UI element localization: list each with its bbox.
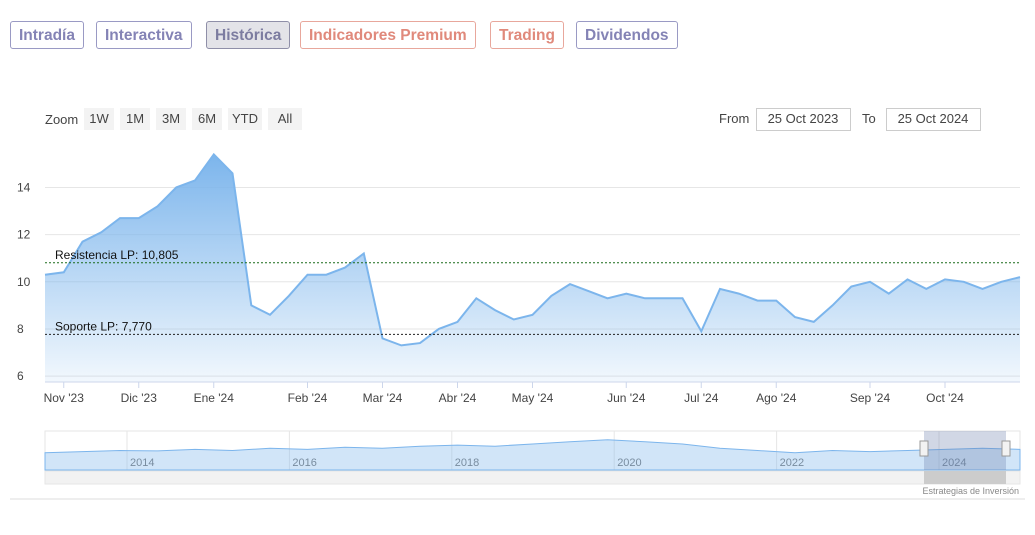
x-tick-label: Jun '24 (607, 391, 646, 405)
zoom-button-label: 1W (89, 111, 109, 126)
zoom-button[interactable] (268, 108, 302, 130)
line (44, 152, 1021, 347)
y-tick-label: 14 (17, 180, 31, 194)
navigator-year: 2022 (780, 457, 804, 469)
scrollbar-thumb[interactable] (924, 471, 1006, 484)
x-tick-label: Jul '24 (684, 391, 719, 405)
navigator-year: 2016 (292, 457, 316, 469)
tab[interactable]: Intradía (10, 21, 84, 49)
zoom-button-label: 6M (198, 111, 216, 126)
navigator-year: 2020 (617, 457, 641, 469)
x-tick-label: Sep '24 (850, 391, 891, 405)
to-input[interactable] (886, 108, 981, 131)
x-tick-label: Abr '24 (439, 391, 477, 405)
zoom-button-label: 3M (162, 111, 180, 126)
x-tick-label: Mar '24 (363, 391, 403, 405)
navigator-year: 2014 (130, 457, 154, 469)
zoom-button-label: 1M (126, 111, 144, 126)
navigator-handle[interactable] (1001, 440, 1011, 457)
zoom-label: Zoom (45, 112, 78, 127)
zoom-button[interactable] (120, 108, 150, 130)
chart: Zoom From 25 Oct 2023 To 25 Oct 2024 Est… (10, 108, 1025, 500)
x-tick-label: Oct '24 (926, 391, 964, 405)
y-tick-label: 8 (17, 322, 24, 336)
y-tick-label: 10 (17, 275, 31, 289)
tab[interactable]: Interactiva (96, 21, 192, 49)
y-tick-label: 12 (17, 228, 31, 242)
x-tick-label: May '24 (512, 391, 554, 405)
navigator-bg (44, 430, 1021, 471)
x-tick-label: Ene '24 (194, 391, 235, 405)
navigator-year: 2024 (942, 457, 966, 469)
from-input[interactable] (756, 108, 851, 131)
x-tick-label: Ago '24 (756, 391, 797, 405)
zoom-button[interactable] (192, 108, 222, 130)
tab[interactable]: Histórica (206, 21, 291, 49)
tab[interactable]: Indicadores Premium (300, 21, 476, 49)
navigator-handle[interactable] (919, 440, 929, 457)
level-label: Resistencia LP: 10,805 (55, 248, 179, 262)
navigator-selection (924, 431, 1006, 470)
x-tick-label: Feb '24 (288, 391, 328, 405)
scrollbar (44, 470, 1021, 485)
level-label: Soporte LP: 7,770 (55, 319, 152, 333)
area (45, 154, 1020, 382)
tab[interactable]: Trading (490, 21, 564, 49)
zoom-button[interactable] (84, 108, 114, 130)
to-value: 25 Oct 2024 (898, 111, 969, 126)
navigator-year: 2018 (455, 457, 479, 469)
tab[interactable]: Dividendos (576, 21, 678, 49)
navigator-area (44, 439, 1021, 471)
x-tick-label: Dic '23 (121, 391, 158, 405)
zoom-button[interactable] (156, 108, 186, 130)
zoom-button[interactable] (228, 108, 262, 130)
zoom-button-label: YTD (232, 111, 258, 126)
to-label: To (862, 111, 876, 126)
credit: Estrategias de Inversión (922, 486, 1019, 496)
from-label: From (719, 111, 749, 126)
page: Intradía Interactiva Histórica Indicador… (10, 21, 1025, 500)
x-tick-label: Nov '23 (44, 391, 85, 405)
y-tick-label: 6 (17, 369, 24, 383)
zoom-button-label: All (278, 111, 293, 126)
from-value: 25 Oct 2023 (768, 111, 839, 126)
